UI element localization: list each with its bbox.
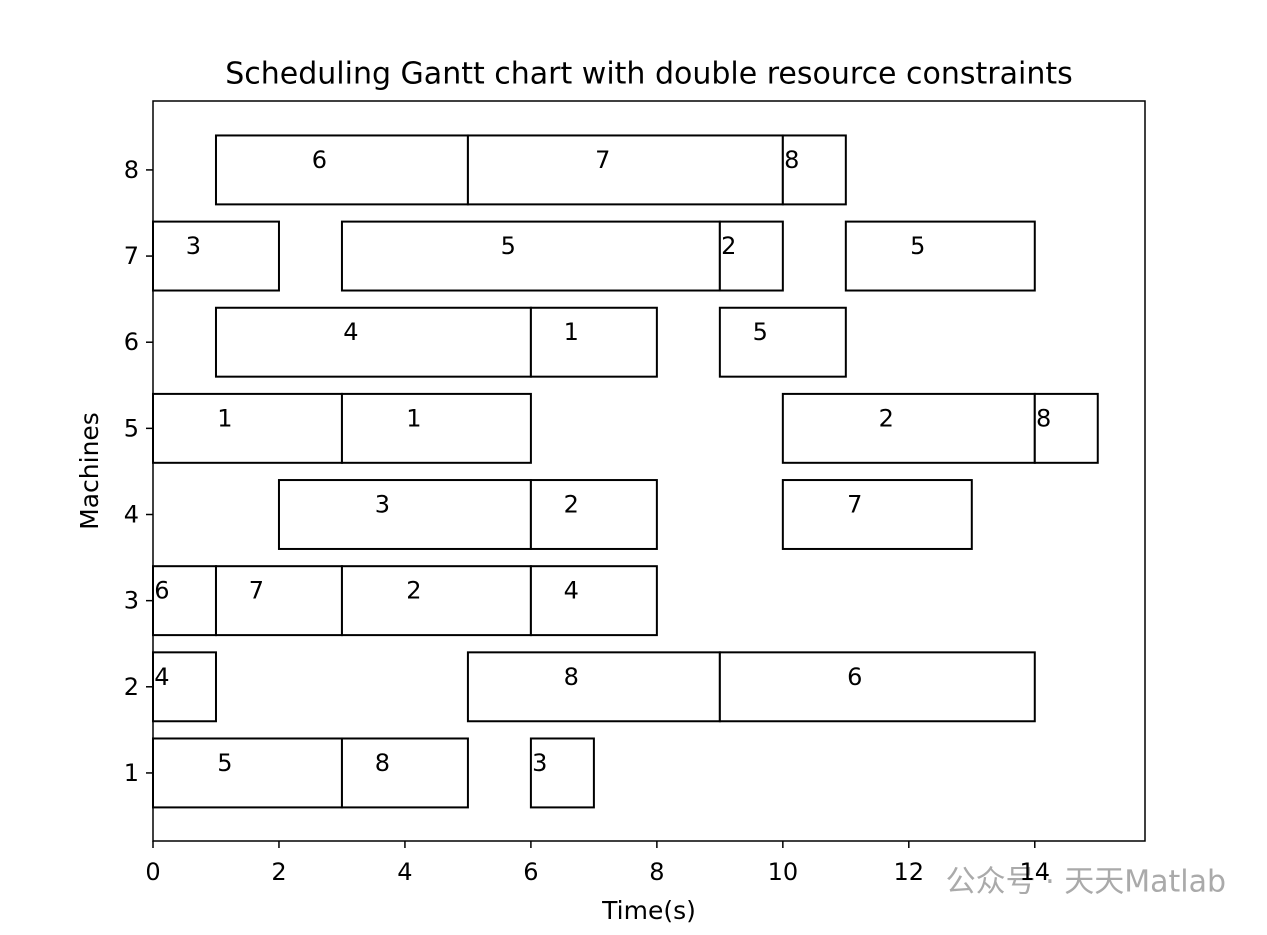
task-label: 7 <box>595 146 610 174</box>
task-bar <box>340 737 469 809</box>
task-label: 1 <box>406 404 421 432</box>
task-bar <box>277 479 532 550</box>
task-bar <box>781 392 1036 464</box>
task-bar <box>340 220 721 292</box>
task-label: 7 <box>847 491 862 519</box>
x-tick-label: 14 <box>1020 858 1051 886</box>
task-bar <box>781 479 973 550</box>
task-label: 5 <box>753 318 768 346</box>
task-label: 4 <box>343 318 358 346</box>
x-axis-label: Time(s) <box>601 896 696 925</box>
x-tick-label: 4 <box>397 858 412 886</box>
task-label: 5 <box>217 749 232 777</box>
task-label: 7 <box>249 577 264 605</box>
x-tick-label: 10 <box>768 858 799 886</box>
task-label: 8 <box>564 663 579 691</box>
y-tick-label: 6 <box>124 328 139 356</box>
task-label: 2 <box>879 404 894 432</box>
task-bar <box>466 134 784 206</box>
task-label: 6 <box>847 663 862 691</box>
task-label: 6 <box>312 146 327 174</box>
task-bar <box>1033 392 1099 464</box>
task-label: 1 <box>564 318 579 346</box>
task-bar <box>529 565 658 637</box>
y-tick-label: 3 <box>124 587 139 615</box>
watermark: 公众号 · 天天Matlab <box>946 865 1226 900</box>
x-tick-label: 12 <box>894 858 925 886</box>
task-bar <box>718 306 847 378</box>
y-axis-label: Machines <box>75 412 104 530</box>
task-label: 5 <box>501 232 516 260</box>
chart-title: Scheduling Gantt chart with double resou… <box>225 57 1073 92</box>
x-tick-label: 0 <box>145 858 160 886</box>
task-label: 6 <box>154 577 169 605</box>
x-tick-label: 8 <box>649 858 664 886</box>
task-label: 3 <box>532 749 547 777</box>
task-bar <box>214 134 469 206</box>
y-tick-label: 8 <box>124 156 139 184</box>
task-label: 8 <box>1036 404 1051 432</box>
x-tick-label: 2 <box>271 858 286 886</box>
task-label: 8 <box>784 146 799 174</box>
task-bar <box>466 651 721 723</box>
task-bar <box>844 220 1036 292</box>
task-bar <box>718 651 1036 723</box>
task-bar <box>718 220 784 292</box>
task-label: 3 <box>186 232 201 260</box>
task-bar <box>340 565 532 637</box>
task-bar <box>529 306 658 378</box>
task-bar <box>781 134 847 206</box>
task-label: 2 <box>721 232 736 260</box>
y-tick-label: 2 <box>124 673 139 701</box>
task-bar <box>529 479 658 550</box>
task-label: 1 <box>217 404 232 432</box>
task-bar <box>152 737 343 809</box>
task-label: 5 <box>910 232 925 260</box>
task-label: 2 <box>564 491 579 519</box>
task-bar <box>152 220 280 292</box>
y-tick-label: 7 <box>124 242 139 270</box>
x-tick-label: 6 <box>523 858 538 886</box>
task-bar <box>152 392 343 464</box>
task-label: 4 <box>154 663 169 691</box>
task-label: 4 <box>564 577 579 605</box>
task-bar <box>340 392 532 464</box>
y-tick-label: 1 <box>124 759 139 787</box>
y-tick-label: 4 <box>124 501 139 529</box>
task-label: 8 <box>375 749 390 777</box>
task-bar <box>529 737 595 809</box>
task-label: 2 <box>406 577 421 605</box>
task-bar <box>214 306 532 378</box>
y-tick-label: 5 <box>124 414 139 442</box>
plot-frame <box>152 100 1146 842</box>
task-label: 3 <box>375 491 390 519</box>
task-bar <box>214 565 343 637</box>
